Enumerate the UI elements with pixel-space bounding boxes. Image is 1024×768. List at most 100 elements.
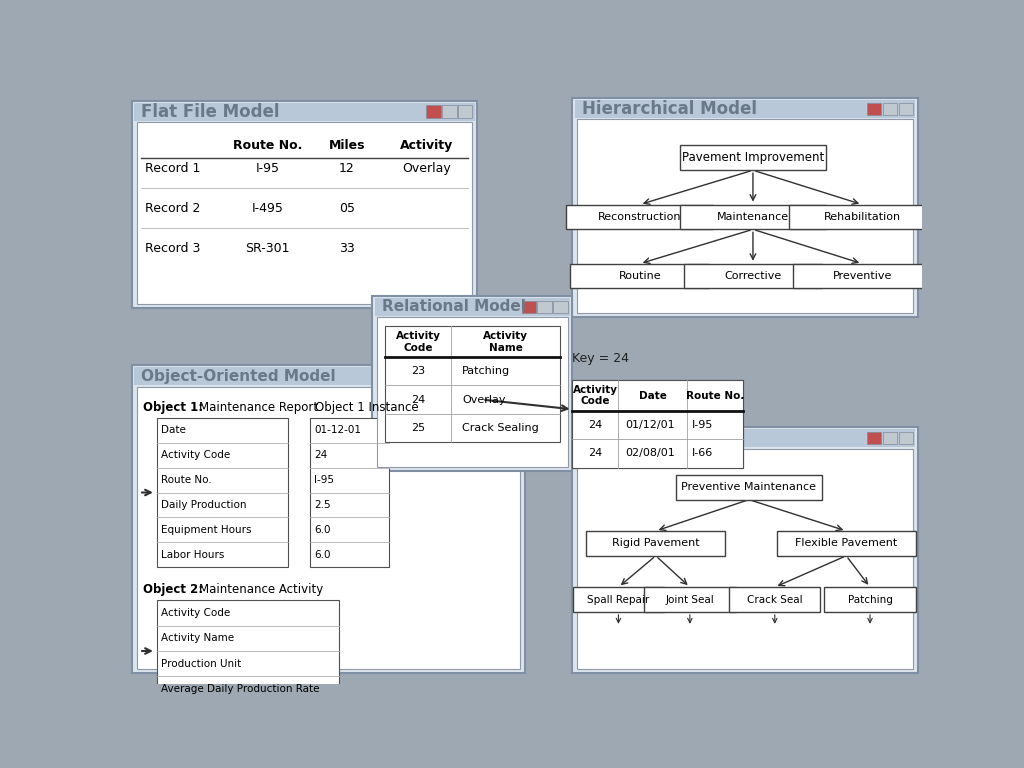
Text: Preventive Maintenance: Preventive Maintenance: [682, 482, 816, 492]
Text: 24: 24: [589, 449, 602, 458]
Text: Equipment Hours: Equipment Hours: [162, 525, 252, 535]
FancyBboxPatch shape: [883, 432, 897, 445]
FancyBboxPatch shape: [553, 300, 567, 313]
Text: Flexible Pavement: Flexible Pavement: [795, 538, 897, 548]
FancyBboxPatch shape: [587, 531, 725, 556]
FancyBboxPatch shape: [474, 370, 488, 382]
FancyBboxPatch shape: [426, 105, 440, 118]
Text: 01-12-01: 01-12-01: [314, 425, 361, 435]
FancyBboxPatch shape: [489, 370, 504, 382]
Text: I-495: I-495: [252, 202, 284, 215]
FancyBboxPatch shape: [899, 102, 912, 115]
Text: 24: 24: [412, 395, 425, 405]
Text: I-95: I-95: [692, 420, 714, 430]
Text: Patching: Patching: [848, 594, 893, 604]
Text: Overlay: Overlay: [402, 162, 451, 175]
FancyBboxPatch shape: [572, 428, 918, 673]
FancyBboxPatch shape: [572, 98, 918, 317]
Text: Activity Name: Activity Name: [162, 634, 234, 644]
FancyBboxPatch shape: [578, 449, 912, 670]
Text: Labor Hours: Labor Hours: [162, 550, 224, 560]
Text: Record 3: Record 3: [144, 243, 200, 256]
Text: Record 1: Record 1: [144, 162, 200, 175]
Text: 23: 23: [412, 366, 425, 376]
FancyBboxPatch shape: [137, 122, 472, 304]
Text: 25: 25: [412, 423, 425, 433]
Text: Record 2: Record 2: [144, 202, 200, 215]
FancyBboxPatch shape: [729, 587, 820, 612]
Text: 12: 12: [339, 162, 355, 175]
FancyBboxPatch shape: [867, 102, 881, 115]
FancyBboxPatch shape: [883, 102, 897, 115]
Text: Maintenance Report: Maintenance Report: [199, 401, 317, 414]
Text: Average Daily Production Rate: Average Daily Production Rate: [162, 684, 319, 694]
FancyBboxPatch shape: [676, 475, 822, 500]
Text: Patching: Patching: [462, 366, 510, 376]
FancyBboxPatch shape: [132, 101, 477, 308]
Text: Activity: Activity: [399, 140, 453, 153]
Text: 02/08/01: 02/08/01: [626, 449, 675, 458]
Text: Rehabilitation: Rehabilitation: [823, 212, 901, 222]
Text: Activity
Code: Activity Code: [396, 331, 440, 353]
FancyBboxPatch shape: [570, 263, 710, 289]
Text: Activity Code: Activity Code: [162, 450, 230, 460]
Bar: [385, 326, 560, 442]
Text: 05: 05: [339, 202, 355, 215]
Text: Crack Seal: Crack Seal: [746, 594, 803, 604]
Text: Route No.: Route No.: [233, 140, 302, 153]
FancyBboxPatch shape: [458, 105, 472, 118]
Text: Reconstruction: Reconstruction: [598, 212, 682, 222]
Text: 6.0: 6.0: [314, 525, 331, 535]
FancyBboxPatch shape: [572, 587, 665, 612]
Text: Activity
Name: Activity Name: [483, 331, 528, 353]
Text: Date: Date: [639, 390, 667, 401]
FancyBboxPatch shape: [521, 300, 536, 313]
FancyBboxPatch shape: [684, 263, 822, 289]
Text: I-95: I-95: [314, 475, 335, 485]
Text: Activity Code: Activity Code: [162, 607, 230, 617]
Text: Corrective: Corrective: [724, 271, 781, 281]
FancyBboxPatch shape: [132, 366, 524, 673]
FancyBboxPatch shape: [644, 587, 735, 612]
Text: Daily Production: Daily Production: [162, 500, 247, 510]
FancyBboxPatch shape: [777, 531, 915, 556]
Text: Activity
Code: Activity Code: [573, 385, 617, 406]
Text: Miles: Miles: [329, 140, 366, 153]
Text: Routine: Routine: [618, 271, 662, 281]
Bar: [572, 380, 743, 468]
FancyBboxPatch shape: [375, 298, 570, 316]
Text: Object-Oriented Model: Object-Oriented Model: [141, 369, 336, 383]
FancyBboxPatch shape: [137, 386, 520, 670]
Text: I-66: I-66: [692, 449, 714, 458]
Text: Hierarchical Model: Hierarchical Model: [582, 100, 757, 118]
Text: Object 2:: Object 2:: [143, 583, 203, 596]
FancyBboxPatch shape: [373, 296, 572, 471]
Text: I-95: I-95: [256, 162, 280, 175]
Text: Maintenance: Maintenance: [717, 212, 790, 222]
FancyBboxPatch shape: [134, 103, 475, 121]
Text: SR-301: SR-301: [246, 243, 290, 256]
Bar: [385, 326, 560, 442]
Text: 6.0: 6.0: [314, 550, 331, 560]
FancyBboxPatch shape: [867, 432, 881, 445]
Bar: [157, 418, 288, 567]
Bar: [572, 380, 743, 468]
Bar: [572, 380, 743, 468]
Text: Object 1:: Object 1:: [143, 401, 203, 414]
Text: Overlay: Overlay: [462, 395, 506, 405]
Text: Production Unit: Production Unit: [162, 659, 242, 669]
Text: 33: 33: [339, 243, 355, 256]
FancyBboxPatch shape: [578, 119, 912, 313]
FancyBboxPatch shape: [788, 204, 936, 230]
Text: Joint Seal: Joint Seal: [666, 594, 715, 604]
Text: Relational Model: Relational Model: [382, 300, 526, 314]
FancyBboxPatch shape: [566, 204, 714, 230]
Text: Pavement Improvement: Pavement Improvement: [682, 151, 824, 164]
FancyBboxPatch shape: [899, 432, 912, 445]
FancyBboxPatch shape: [680, 145, 826, 170]
Text: Key = 24: Key = 24: [572, 353, 630, 366]
FancyBboxPatch shape: [680, 204, 826, 230]
Text: 24: 24: [589, 420, 602, 430]
Text: Spall Repair: Spall Repair: [588, 594, 649, 604]
Text: 2.5: 2.5: [314, 500, 331, 510]
